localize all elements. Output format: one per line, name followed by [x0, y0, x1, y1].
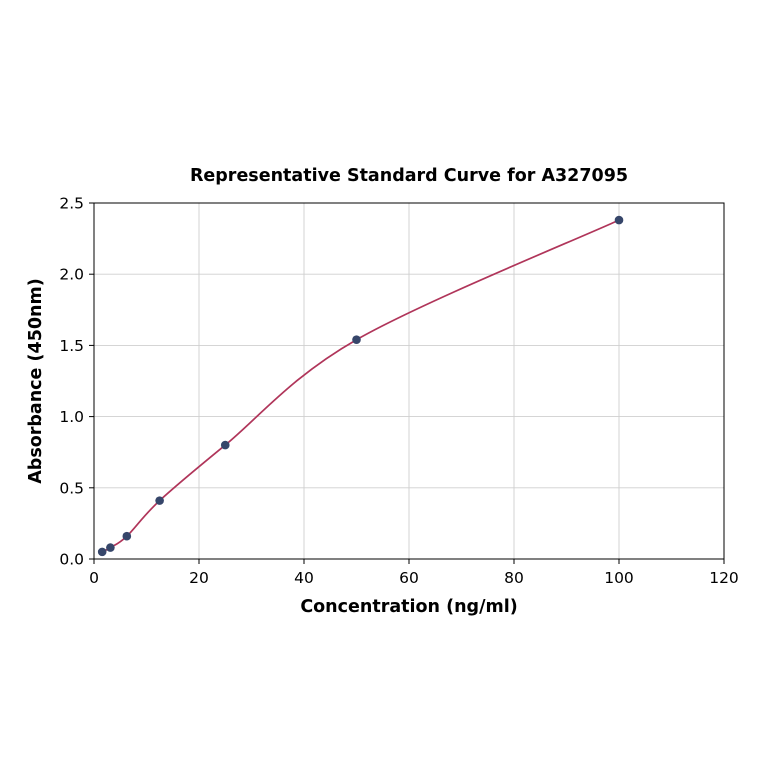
data-point-marker	[155, 496, 164, 505]
gridlines	[93, 202, 725, 560]
x-axis-label: Concentration (ng/ml)	[300, 597, 517, 617]
y-tick-label: 0.5	[59, 479, 84, 497]
data-point-marker	[220, 440, 230, 450]
y-tick-label: 2.5	[59, 195, 84, 213]
x-tick-label: 100	[604, 569, 634, 587]
data-points	[97, 215, 624, 557]
chart-title: Representative Standard Curve for A32709…	[190, 166, 628, 186]
x-tick-label: 80	[504, 569, 524, 587]
y-tick-label: 2.0	[59, 266, 84, 284]
y-tick-label: 1.5	[59, 337, 84, 355]
curve-line	[101, 219, 620, 553]
x-tick-label: 40	[294, 569, 314, 587]
y-tick-label: 1.0	[59, 408, 84, 426]
x-tick-label: 60	[399, 569, 419, 587]
x-tick-label: 20	[189, 569, 209, 587]
data-point-marker	[614, 215, 624, 225]
x-tick-label: 120	[709, 569, 739, 587]
y-axis-label: Absorbance (450nm)	[26, 278, 46, 484]
x-tick-label: 0	[89, 569, 99, 587]
data-point-marker	[106, 543, 115, 552]
data-point-marker	[352, 335, 361, 345]
y-tick-label: 0.0	[59, 551, 84, 569]
data-point-marker	[122, 531, 132, 541]
axis-ticks: 0 20 40 60 80 100 120 0.0 0.5 1.0 1.5 2.0 2.5	[59, 195, 738, 588]
data-point-marker	[97, 547, 107, 557]
